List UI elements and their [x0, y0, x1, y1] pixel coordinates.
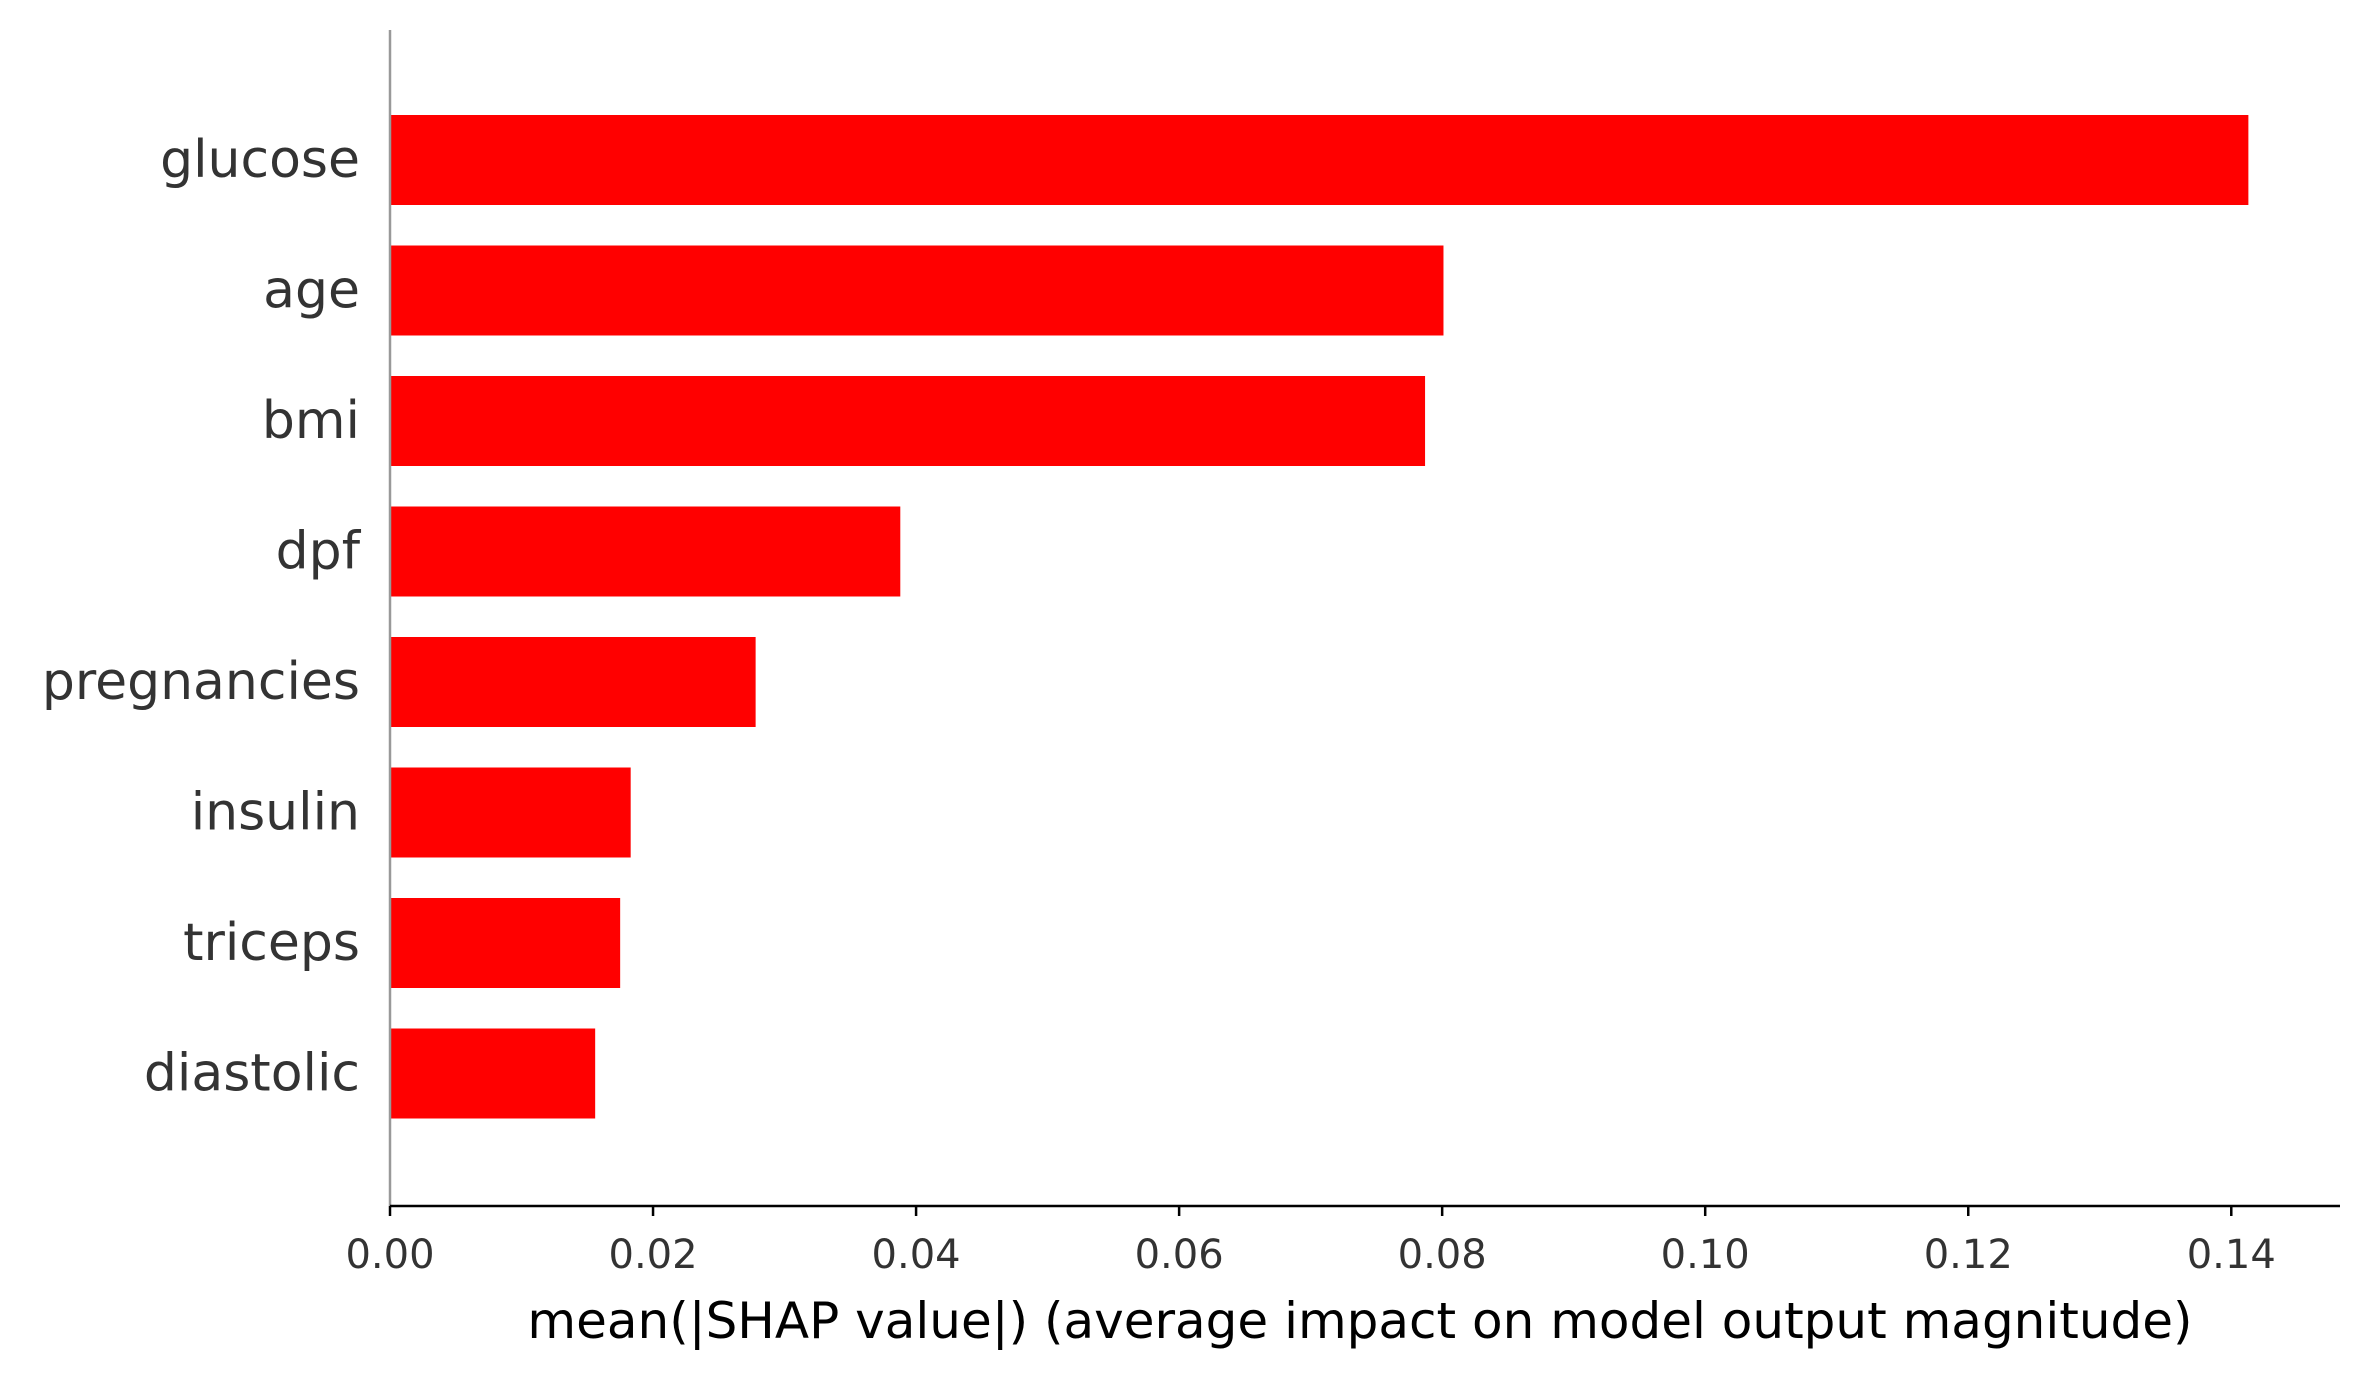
x-tick-label: 0.14 [2187, 1232, 2276, 1278]
x-axis-title: mean(|SHAP value|) (average impact on mo… [527, 1292, 2192, 1350]
x-tick-label: 0.12 [1924, 1232, 2013, 1278]
x-tick-label: 0.04 [872, 1232, 961, 1278]
bars-layer [390, 115, 2249, 1119]
category-label-diastolic: diastolic [144, 1044, 360, 1104]
bar-pregnancies [390, 637, 756, 727]
category-label-glucose: glucose [160, 130, 360, 190]
x-tick-label: 0.10 [1661, 1232, 1750, 1278]
category-label-bmi: bmi [262, 391, 360, 451]
category-labels: glucose age bmi dpf pregnancies insulin tricep… [42, 130, 362, 1104]
bar-insulin [390, 767, 631, 858]
bar-dpf [390, 506, 901, 597]
x-tick-label: 0.02 [609, 1232, 698, 1278]
category-label-pregnancies: pregnancies [42, 652, 360, 712]
x-axis-ticks: 0.00 0.02 0.04 0.06 0.08 0.10 0.12 0.14 [345, 1206, 2276, 1278]
bar-age [390, 245, 1444, 336]
bar-glucose [390, 115, 2249, 205]
bar-diastolic [390, 1028, 596, 1119]
category-label-insulin: insulin [191, 783, 360, 843]
x-tick-label: 0.08 [1398, 1232, 1487, 1278]
bar-triceps [390, 898, 621, 988]
bar-bmi [390, 376, 1426, 466]
category-label-dpf: dpf [276, 522, 362, 582]
x-tick-label: 0.06 [1135, 1232, 1224, 1278]
x-tick-label: 0.00 [345, 1232, 434, 1278]
category-label-age: age [263, 261, 360, 321]
category-label-triceps: triceps [183, 913, 360, 973]
